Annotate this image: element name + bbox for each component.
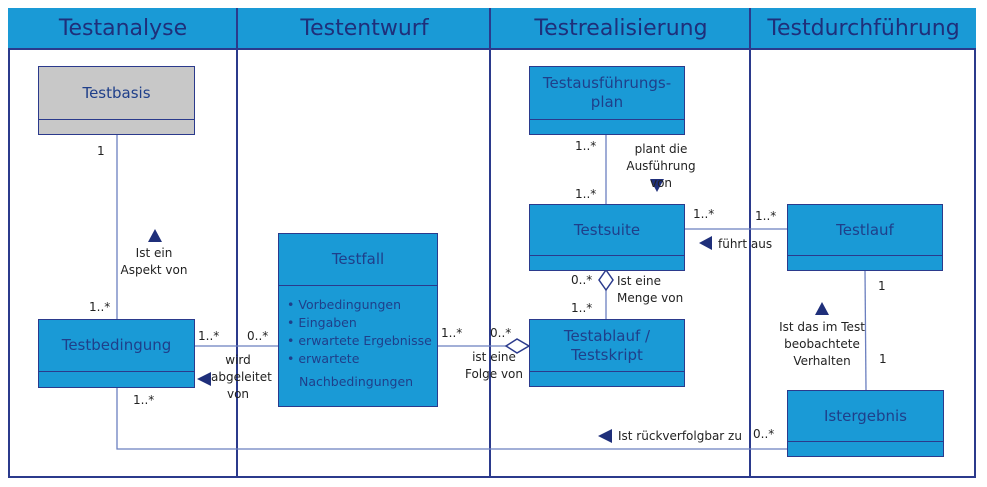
multiplicity: 0..* xyxy=(571,273,593,287)
multiplicity: 1 xyxy=(878,279,886,293)
attribute: erwartete xyxy=(287,350,432,368)
arrow-left-icon xyxy=(699,236,712,250)
arrow-down-icon xyxy=(650,179,664,192)
class-title: Testausführungs-plan xyxy=(530,67,684,120)
class-testfall[interactable]: Testfall Vorbedingungen Eingaben erwarte… xyxy=(278,233,438,407)
multiplicity: 1..* xyxy=(575,139,597,153)
label-verhalten: Ist das im Test beobachtete Verhalten xyxy=(779,320,865,368)
attribute: Vorbedingungen xyxy=(287,296,432,314)
multiplicity: 0..* xyxy=(490,326,512,340)
lane-divider xyxy=(749,8,751,478)
class-title: Testsuite xyxy=(530,205,684,256)
attribute: Nachbedingungen xyxy=(299,374,414,389)
multiplicity: 1 xyxy=(97,144,105,158)
multiplicity: 0..* xyxy=(753,427,775,441)
multiplicity: 1..* xyxy=(571,301,593,315)
class-title: Testlauf xyxy=(788,205,942,256)
multiplicity: 1..* xyxy=(693,207,715,221)
arrow-left-icon xyxy=(598,429,612,443)
attribute: erwartete Ergebnisse xyxy=(287,332,432,350)
class-title: Testbasis xyxy=(39,67,194,120)
arrow-left-icon xyxy=(197,372,211,386)
line-verhalten xyxy=(864,269,867,391)
multiplicity: 1..* xyxy=(755,209,777,223)
line-rueckverfolgbar xyxy=(116,387,787,450)
lane-header-testanalyse: Testanalyse xyxy=(8,8,238,50)
label-menge: Ist eine Menge von xyxy=(617,274,684,305)
class-testbedingung[interactable]: Testbedingung xyxy=(38,319,195,388)
class-istergebnis[interactable]: Istergebnis xyxy=(787,390,944,457)
label-fuehrt: führt aus xyxy=(718,237,773,251)
class-testablauf[interactable]: Testablauf / Testskript xyxy=(529,319,685,387)
aggregation-diamond-icon xyxy=(598,268,614,292)
class-testlauf[interactable]: Testlauf xyxy=(787,204,943,271)
multiplicity: 1..* xyxy=(441,326,463,340)
lane-divider xyxy=(489,8,491,478)
class-title: Testfall xyxy=(279,234,437,286)
lane-divider xyxy=(236,8,238,478)
multiplicity: 1..* xyxy=(133,393,155,407)
class-testbasis[interactable]: Testbasis xyxy=(38,66,195,135)
class-title: Istergebnis xyxy=(788,391,943,442)
multiplicity: 1..* xyxy=(198,329,220,343)
lane-header-testdurchfuehrung: Testdurchführung xyxy=(751,8,976,50)
multiplicity: 0..* xyxy=(247,329,269,343)
arrow-up-icon xyxy=(148,229,162,242)
class-title: Testbedingung xyxy=(39,320,194,372)
label-rueckverfolgbar: Ist rückverfolgbar zu xyxy=(618,429,742,443)
testfall-attributes: Vorbedingungen Eingaben erwartete Ergebn… xyxy=(287,296,432,368)
class-testsuite[interactable]: Testsuite xyxy=(529,204,685,271)
lane-header-testrealisierung: Testrealisierung xyxy=(491,8,751,50)
lane-header-testentwurf: Testentwurf xyxy=(238,8,491,50)
multiplicity: 1..* xyxy=(89,300,111,314)
multiplicity: 1 xyxy=(879,352,887,366)
multiplicity: 1..* xyxy=(575,187,597,201)
label-plant: plant die Ausführung von xyxy=(626,142,696,190)
label-abgeleitet: wird abgeleitet von xyxy=(211,353,272,401)
class-testausfuehrungsplan[interactable]: Testausführungs-plan xyxy=(529,66,685,135)
label-aspekt: Ist ein Aspekt von xyxy=(120,246,188,277)
attribute: Eingaben xyxy=(287,314,432,332)
label-folge: ist eine Folge von xyxy=(464,350,523,381)
class-title: Testablauf / Testskript xyxy=(530,320,684,372)
arrow-up-icon xyxy=(815,302,829,315)
